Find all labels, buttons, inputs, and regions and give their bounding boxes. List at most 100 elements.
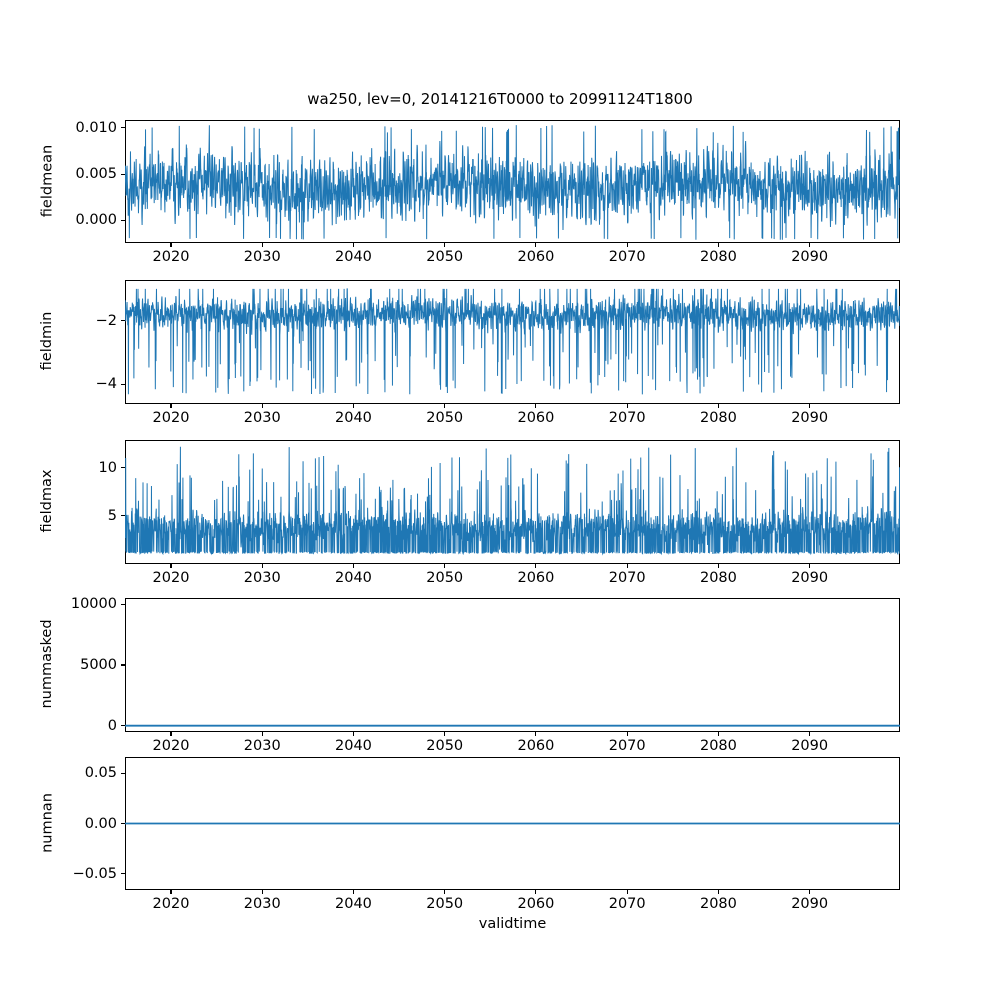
x-tick-mark [261,564,263,568]
x-tick-label: 2040 [335,896,372,912]
x-tick-label: 2080 [699,896,737,912]
x-tick-label: 2030 [243,410,281,426]
data-trace-fieldmax [125,440,900,564]
x-tick-label: 2070 [608,249,646,265]
x-tick-label: 2020 [152,896,190,912]
x-tick-label: 2090 [791,249,829,265]
x-tick-mark [626,243,628,247]
subplot-fieldmin: −2 −4 2020 2030 2040 2050 2060 2070 2080 2090 fiel… [39,280,900,426]
y-tick-mark [121,383,125,385]
y-tick-mark [121,127,125,129]
y-tick-label: 0.000 [75,212,117,229]
x-tick-mark [717,243,719,247]
x-tick-label: 2050 [426,570,464,586]
x-tick-label: 2070 [608,738,646,754]
x-tick-mark [444,564,446,568]
x-tick-label: 2080 [699,738,737,754]
x-tick-mark [352,564,354,568]
x-tick-label: 2060 [517,570,555,586]
x-tick-mark [444,404,446,408]
y-axis-label-fieldmax: fieldmax [39,469,55,533]
x-tick-label: 2060 [517,410,555,426]
y-tick-label: 0.05 [84,765,117,782]
x-tick-mark [352,404,354,408]
x-tick-mark [170,243,172,247]
y-axis-label-fieldmean: fieldmean [39,144,55,217]
x-tick-mark [352,243,354,247]
x-tick-label: 2090 [791,738,829,754]
y-tick-mark [121,772,125,774]
x-tick-mark [261,890,263,894]
x-tick-label: 2090 [791,570,829,586]
subplot-nummasked: 0 5000 10000 2020 2030 2040 2050 2060 2070 2080 20… [39,596,900,754]
y-tick-label: 0.00 [84,815,117,832]
y-axis-label-numnan: numnan [39,792,55,853]
y-tick-mark [121,320,125,322]
x-tick-label: 2040 [335,410,372,426]
x-tick-mark [535,243,537,247]
x-tick-mark [717,890,719,894]
axes-frame-nummasked [125,598,900,732]
x-tick-label: 2070 [608,570,646,586]
x-tick-label: 2030 [243,249,281,265]
data-trace-fieldmin [125,280,900,404]
x-tick-mark [717,564,719,568]
x-tick-label: 2060 [517,896,555,912]
y-tick-mark [121,515,125,517]
x-tick-mark [261,243,263,247]
x-tick-label: 2030 [243,896,281,912]
y-tick-label: 5000 [80,657,117,673]
x-tick-mark [717,732,719,736]
y-tick-mark [121,173,125,175]
x-tick-mark [535,890,537,894]
x-tick-label: 2070 [608,896,646,912]
x-tick-label: 2080 [699,249,737,265]
x-tick-label: 2080 [699,570,737,586]
x-tick-mark [444,732,446,736]
y-axis-label-fieldmin: fieldmin [39,311,55,371]
x-tick-label: 2090 [791,410,829,426]
data-trace-fieldmean [125,120,900,243]
y-tick-label: 0.005 [75,166,117,183]
x-tick-label: 2040 [335,738,372,754]
x-tick-mark [535,564,537,568]
x-tick-label: 2020 [152,410,190,426]
x-tick-mark [535,732,537,736]
x-tick-label: 2040 [335,570,372,586]
x-tick-label: 2090 [791,896,829,912]
x-tick-mark [444,243,446,247]
subplot-fieldmean: 0.000 0.005 0.010 2020 2030 2040 2050 2060 2070 2… [39,120,900,265]
x-tick-label: 2070 [608,410,646,426]
x-tick-mark [809,404,811,408]
x-tick-mark [170,732,172,736]
x-tick-label: 2050 [426,410,464,426]
x-axis-label: validtime [478,916,547,932]
x-tick-label: 2030 [243,738,281,754]
x-tick-label: 2060 [517,738,555,754]
y-axis-label-nummasked: nummasked [39,619,55,709]
x-tick-label: 2040 [335,249,372,265]
x-tick-label: 2050 [426,896,464,912]
x-tick-mark [352,890,354,894]
data-trace-nummasked [125,598,900,732]
x-tick-mark [170,404,172,408]
figure-title: wa250, lev=0, 20141216T0000 to 20991124T… [307,90,693,108]
x-tick-mark [809,243,811,247]
subplot-fieldmax: 5 10 2020 2030 2040 2050 2060 2070 2080 2090 field… [39,440,900,586]
x-tick-mark [809,732,811,736]
y-tick-mark [121,603,125,605]
x-tick-label: 2020 [152,738,190,754]
x-tick-mark [170,564,172,568]
x-tick-mark [626,564,628,568]
x-tick-mark [809,890,811,894]
y-tick-mark [121,822,125,825]
y-tick-mark [121,725,125,727]
data-trace-numnan [125,757,900,890]
x-tick-mark [626,732,628,736]
y-tick-label: −4 [95,376,117,393]
y-tick-mark [121,664,125,666]
x-tick-mark [717,404,719,408]
subplot-numnan: −0.05 0.00 0.05 2020 2030 2040 2050 2060 2070 208… [39,757,900,912]
y-tick-label: 10 [98,459,117,476]
